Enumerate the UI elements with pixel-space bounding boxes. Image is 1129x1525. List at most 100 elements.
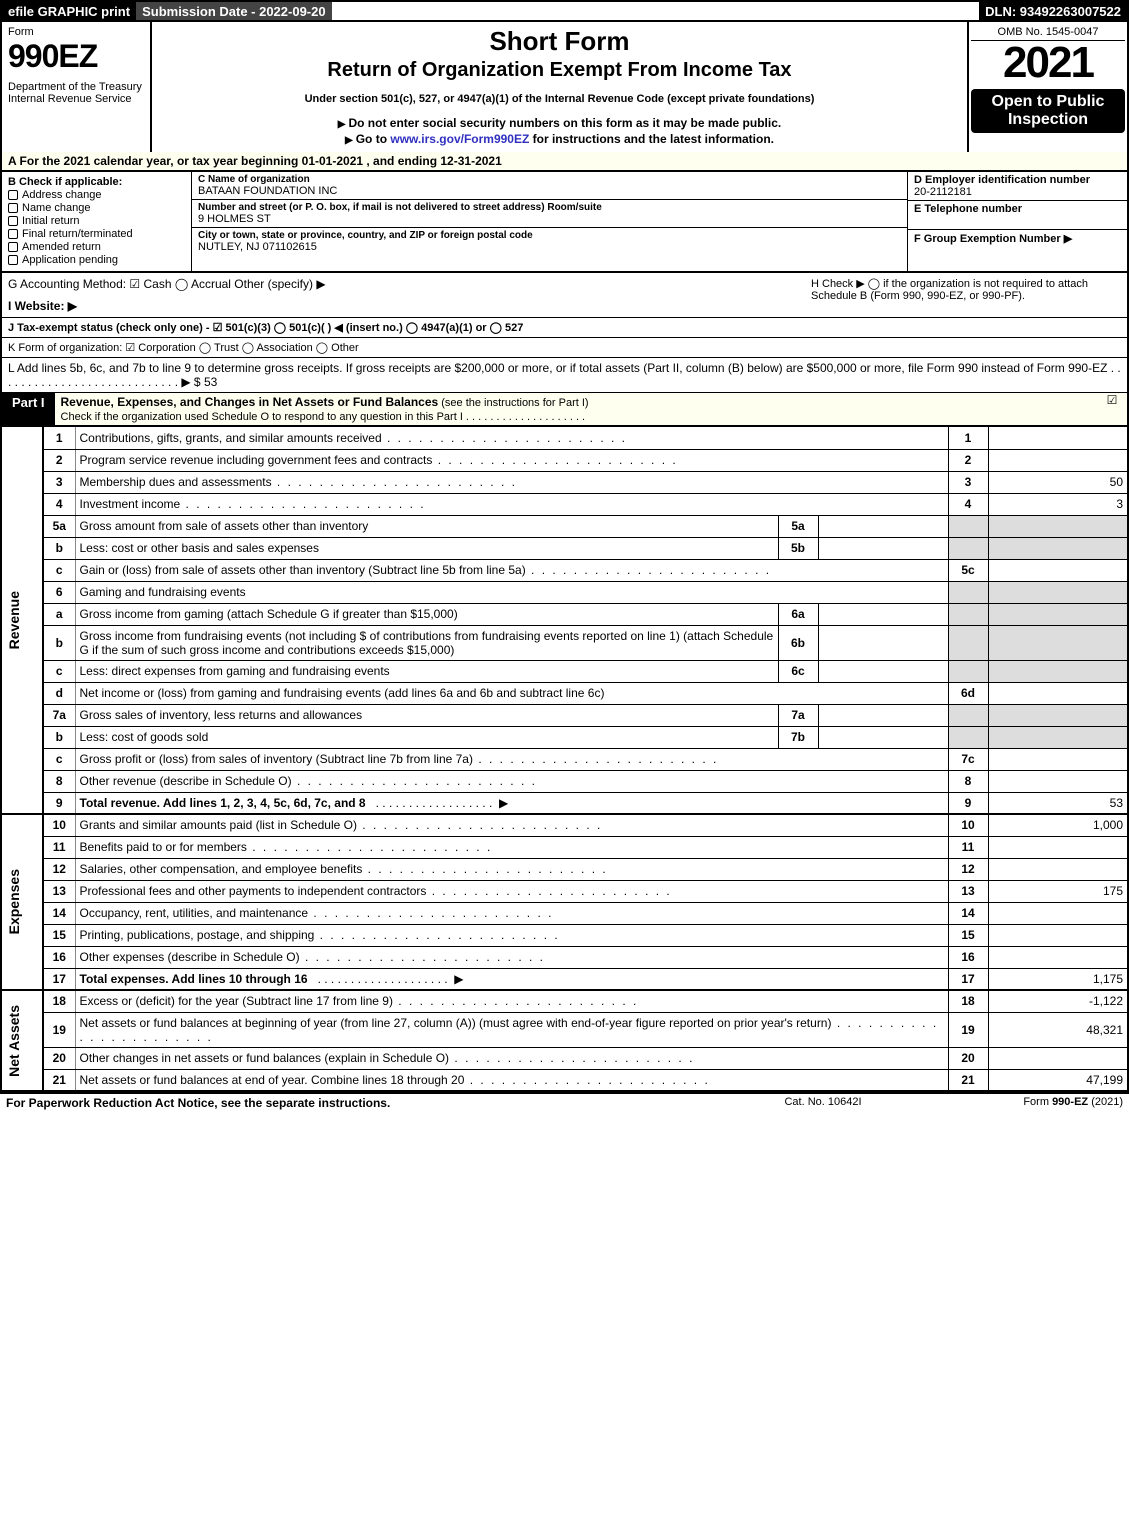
cat-no: Cat. No. 10642I	[723, 1096, 923, 1110]
right-val	[988, 858, 1128, 880]
line-text: Other revenue (describe in Schedule O)	[75, 770, 948, 792]
line-num: c	[43, 748, 75, 770]
box-c: C Name of organization BATAAN FOUNDATION…	[192, 172, 907, 271]
topbar-spacer	[332, 2, 980, 20]
form-footer: Form 990-EZ (2021)	[923, 1096, 1123, 1110]
right-num	[948, 515, 988, 537]
right-val	[988, 726, 1128, 748]
line-num: 6	[43, 581, 75, 603]
line-num: 3	[43, 471, 75, 493]
right-val	[988, 748, 1128, 770]
line-text: Net income or (loss) from gaming and fun…	[75, 682, 948, 704]
side-expenses-label: Expenses	[6, 869, 22, 934]
line-num: c	[43, 660, 75, 682]
inner-val[interactable]	[818, 603, 948, 625]
right-num: 1	[948, 427, 988, 449]
part-1-title: Revenue, Expenses, and Changes in Net As…	[55, 393, 1097, 425]
line-text: Professional fees and other payments to …	[75, 880, 948, 902]
inner-val[interactable]	[818, 726, 948, 748]
line-num: b	[43, 726, 75, 748]
table-row: 19Net assets or fund balances at beginni…	[1, 1012, 1128, 1047]
right-val	[988, 902, 1128, 924]
chk-application-pending[interactable]: Application pending	[8, 254, 185, 266]
chk-final-return[interactable]: Final return/terminated	[8, 228, 185, 240]
right-num: 17	[948, 968, 988, 990]
side-netassets-label: Net Assets	[6, 1005, 22, 1077]
line-num: 15	[43, 924, 75, 946]
part-1-checkbox[interactable]: ☑	[1097, 393, 1127, 425]
chk-label: Initial return	[22, 215, 79, 227]
d-label: D Employer identification number	[914, 174, 1121, 186]
line-text: Total expenses. Add lines 10 through 16 …	[75, 968, 948, 990]
i-line: I Website: ▶	[8, 299, 801, 313]
chk-initial-return[interactable]: Initial return	[8, 215, 185, 227]
box-b: B Check if applicable: Address change Na…	[2, 172, 192, 271]
inner-num: 6a	[778, 603, 818, 625]
right-val	[988, 449, 1128, 471]
chk-amended-return[interactable]: Amended return	[8, 241, 185, 253]
inner-val[interactable]	[818, 625, 948, 660]
line-num: d	[43, 682, 75, 704]
right-num: 20	[948, 1047, 988, 1069]
right-num	[948, 625, 988, 660]
inner-num: 6c	[778, 660, 818, 682]
org-city: NUTLEY, NJ 071102615	[198, 241, 901, 253]
line-text: Net assets or fund balances at beginning…	[75, 1012, 948, 1047]
chk-name-change[interactable]: Name change	[8, 202, 185, 214]
line-num: 19	[43, 1012, 75, 1047]
right-num: 9	[948, 792, 988, 814]
line-text: Less: cost or other basis and sales expe…	[75, 537, 778, 559]
right-val: 47,199	[988, 1069, 1128, 1091]
chk-label: Application pending	[22, 254, 118, 266]
right-val: 1,175	[988, 968, 1128, 990]
side-revenue-label: Revenue	[6, 591, 22, 649]
inner-val[interactable]	[818, 660, 948, 682]
table-row: bLess: cost of goods sold7b	[1, 726, 1128, 748]
inner-val[interactable]	[818, 704, 948, 726]
right-num: 2	[948, 449, 988, 471]
right-val: -1,122	[988, 990, 1128, 1012]
right-num	[948, 581, 988, 603]
inner-num: 5a	[778, 515, 818, 537]
right-num: 3	[948, 471, 988, 493]
part-1-header: Part I Revenue, Expenses, and Changes in…	[0, 392, 1129, 427]
table-row: dNet income or (loss) from gaming and fu…	[1, 682, 1128, 704]
inner-val[interactable]	[818, 515, 948, 537]
table-row: 17Total expenses. Add lines 10 through 1…	[1, 968, 1128, 990]
line-text: Net assets or fund balances at end of ye…	[75, 1069, 948, 1091]
goto-link[interactable]: www.irs.gov/Form990EZ	[390, 132, 529, 146]
line-num: a	[43, 603, 75, 625]
form-pre: Form	[1023, 1096, 1052, 1108]
right-val	[988, 625, 1128, 660]
table-row: cGross profit or (loss) from sales of in…	[1, 748, 1128, 770]
right-val: 1,000	[988, 814, 1128, 836]
table-row: bLess: cost or other basis and sales exp…	[1, 537, 1128, 559]
inner-num: 7a	[778, 704, 818, 726]
table-row: 9Total revenue. Add lines 1, 2, 3, 4, 5c…	[1, 792, 1128, 814]
line-text: Gross income from fundraising events (no…	[75, 625, 778, 660]
right-num: 21	[948, 1069, 988, 1091]
right-val	[988, 946, 1128, 968]
no-ssn-instr: Do not enter social security numbers on …	[158, 116, 961, 130]
right-num: 12	[948, 858, 988, 880]
right-num: 8	[948, 770, 988, 792]
inner-val[interactable]	[818, 537, 948, 559]
k-line: K Form of organization: ☑ Corporation ◯ …	[0, 338, 1129, 358]
table-row: 12Salaries, other compensation, and empl…	[1, 858, 1128, 880]
line-a: A For the 2021 calendar year, or tax yea…	[0, 152, 1129, 172]
box-b-title: B Check if applicable:	[8, 176, 185, 188]
g-line: G Accounting Method: ☑ Cash ◯ Accrual Ot…	[8, 277, 801, 291]
chk-address-change[interactable]: Address change	[8, 189, 185, 201]
right-num: 15	[948, 924, 988, 946]
part-1-sub: Check if the organization used Schedule …	[61, 411, 586, 423]
right-num: 10	[948, 814, 988, 836]
right-num	[948, 537, 988, 559]
org-addr: 9 HOLMES ST	[198, 213, 901, 225]
line-text: Benefits paid to or for members	[75, 836, 948, 858]
right-val: 53	[988, 792, 1128, 814]
table-row: 20Other changes in net assets or fund ba…	[1, 1047, 1128, 1069]
line-text: Investment income	[75, 493, 948, 515]
table-row: 16Other expenses (describe in Schedule O…	[1, 946, 1128, 968]
efile-label[interactable]: efile GRAPHIC print	[2, 2, 136, 20]
line-num: b	[43, 537, 75, 559]
